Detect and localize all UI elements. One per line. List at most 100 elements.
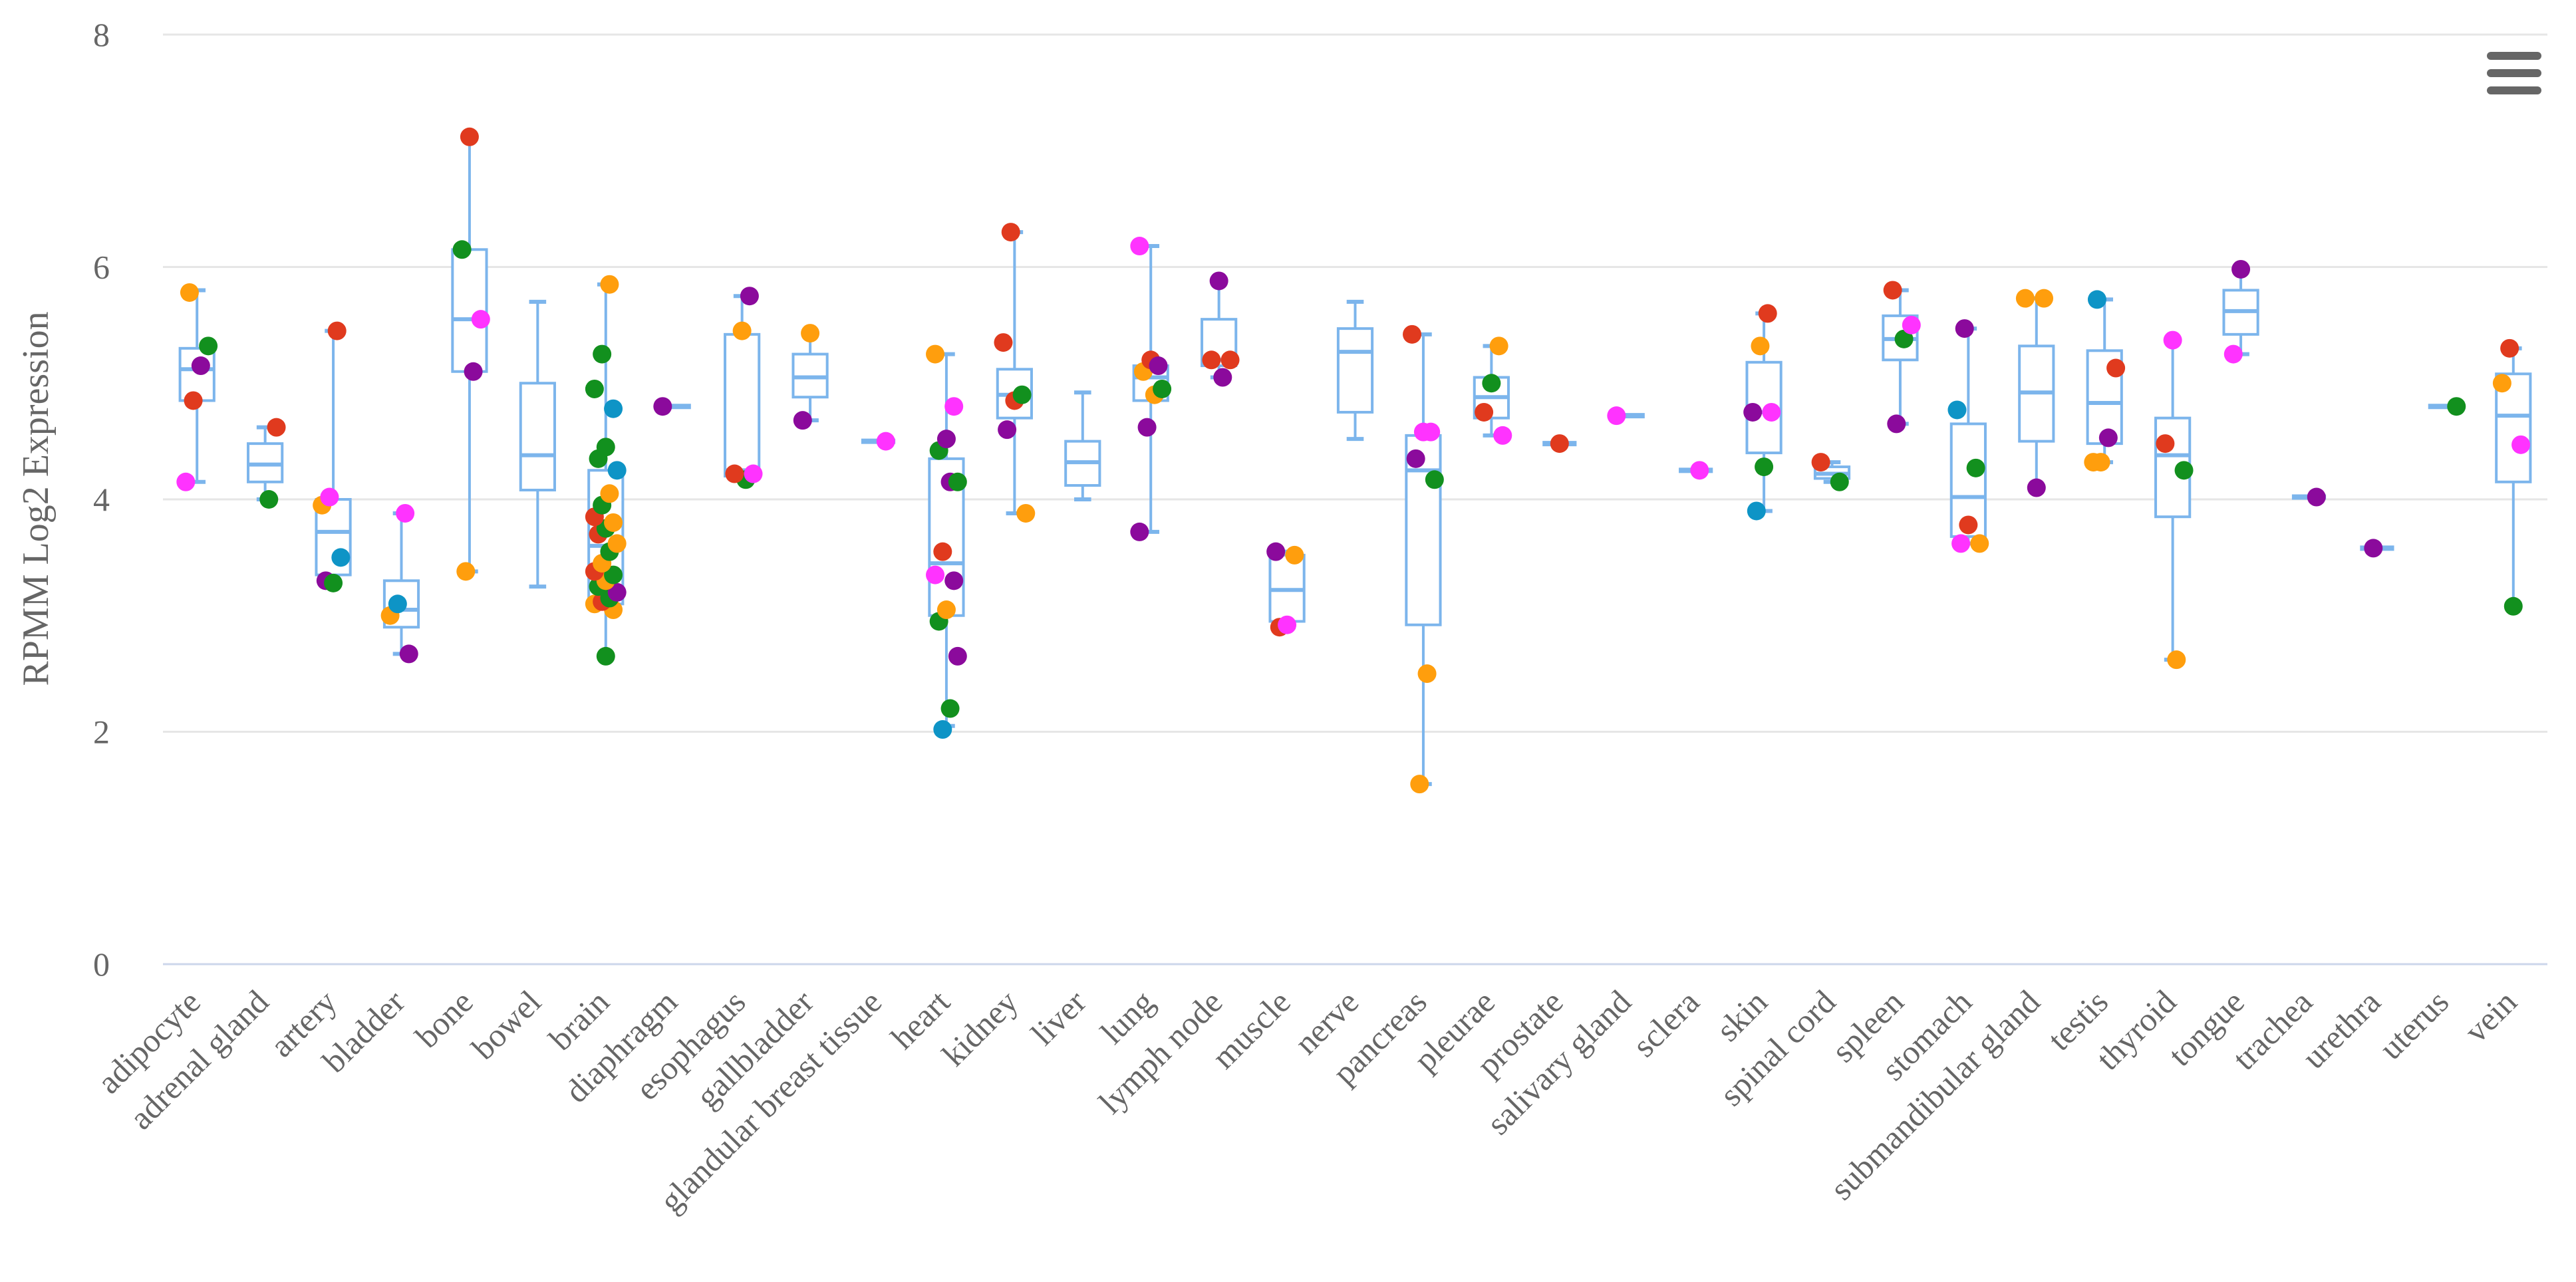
data-point: [1130, 522, 1149, 541]
data-point: [1285, 545, 1304, 565]
box-liver: [1064, 390, 1101, 501]
data-point: [1951, 534, 1971, 553]
data-point: [1209, 271, 1228, 291]
box-body: [519, 382, 556, 492]
chart-menu-button[interactable]: [2484, 47, 2544, 100]
box-nerve: [1336, 299, 1374, 442]
menu-icon-bar-2: [2487, 69, 2541, 77]
data-point: [936, 430, 956, 449]
data-point: [1751, 336, 1770, 356]
data-point: [2087, 290, 2106, 309]
box-bone: [451, 134, 488, 574]
x-tick-label: sclera: [1625, 983, 1706, 1064]
data-point: [936, 600, 956, 620]
data-point: [607, 582, 627, 602]
data-point: [940, 699, 960, 718]
data-point: [331, 548, 351, 567]
data-point: [1475, 402, 1494, 422]
data-point: [740, 287, 759, 306]
data-point: [744, 464, 763, 483]
data-point: [1959, 515, 1978, 535]
x-tick-label: kidney: [934, 983, 1025, 1073]
box-bowel: [519, 299, 556, 589]
data-point: [944, 397, 964, 416]
data-point: [1747, 501, 1766, 521]
y-axis-title: RPMM Log2 Expression: [15, 311, 57, 686]
data-point: [1955, 319, 1974, 338]
data-point: [596, 438, 615, 457]
x-tick-label: uterus: [2372, 983, 2456, 1067]
data-point: [604, 399, 623, 418]
data-point: [191, 356, 210, 376]
data-point: [607, 534, 627, 553]
data-point: [1902, 315, 1921, 334]
data-point: [456, 562, 476, 581]
data-point: [1887, 414, 1906, 434]
data-point: [388, 594, 407, 614]
data-point: [2167, 650, 2186, 670]
data-point: [180, 283, 199, 302]
y-axis-ticks: 0 2 4 6 8: [93, 16, 110, 983]
data-point: [653, 397, 672, 416]
box-adipocyte: [178, 288, 215, 484]
data-point: [1137, 418, 1157, 437]
data-point: [1947, 400, 1967, 420]
data-point: [926, 344, 945, 364]
data-point: [600, 484, 619, 503]
data-point: [1001, 223, 1020, 242]
data-point: [1220, 350, 1240, 370]
data-point: [926, 565, 945, 584]
data-point: [1153, 379, 1172, 398]
x-tick-label: thyroid: [2089, 983, 2184, 1077]
data-point: [2027, 478, 2046, 497]
data-point: [2091, 453, 2110, 472]
data-point: [259, 490, 279, 509]
data-point: [607, 461, 627, 480]
data-point: [1410, 775, 1429, 794]
data-point: [1012, 385, 1032, 404]
box-kidney: [996, 230, 1033, 515]
data-point: [2223, 344, 2243, 364]
y-tick-label: 2: [93, 713, 110, 751]
data-point: [998, 420, 1017, 440]
data-point: [725, 464, 744, 483]
data-point: [1755, 457, 1774, 477]
data-point: [2035, 289, 2054, 308]
data-point: [604, 565, 623, 584]
box-pancreas: [1405, 332, 1442, 787]
data-point: [1425, 470, 1444, 489]
data-point: [2156, 434, 2175, 453]
data-point: [2163, 330, 2182, 350]
data-point: [948, 646, 967, 666]
data-point: [876, 432, 895, 451]
data-point: [2174, 461, 2194, 480]
data-point: [460, 127, 479, 146]
data-point: [1762, 402, 1781, 422]
data-point: [933, 542, 952, 561]
box-gallbladder: [791, 331, 829, 423]
data-point: [1493, 426, 1512, 445]
data-point: [2307, 487, 2326, 507]
data-points: [176, 127, 2531, 794]
menu-icon-bar-1: [2487, 52, 2541, 60]
data-point: [994, 333, 1013, 352]
data-point: [1966, 458, 1985, 477]
data-point: [593, 344, 612, 364]
box-body: [1336, 327, 1374, 414]
data-point: [2106, 358, 2126, 378]
box-esophagus: [724, 294, 761, 482]
data-point: [396, 503, 415, 523]
x-tick-label: muscle: [1205, 983, 1298, 1076]
data-point: [600, 275, 619, 294]
data-point: [2504, 596, 2523, 616]
data-point: [1406, 449, 1425, 468]
data-point: [948, 472, 967, 491]
data-point: [1482, 374, 1501, 393]
data-point: [1213, 368, 1232, 387]
y-tick-label: 4: [93, 481, 110, 518]
x-tick-label: liver: [1024, 983, 1093, 1053]
data-point: [176, 472, 196, 491]
box-artery: [315, 328, 352, 585]
data-point: [399, 644, 418, 664]
